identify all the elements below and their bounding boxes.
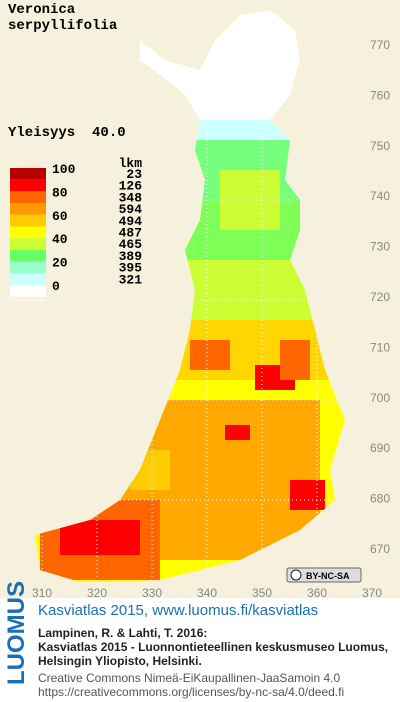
y-axis-label: 730 (370, 240, 390, 254)
y-axis-label: 760 (370, 88, 390, 102)
legend-swatch (10, 214, 46, 227)
legend-scale-label: 20 (52, 256, 68, 271)
grid (0, 0, 370, 585)
y-axis-label: 750 (370, 139, 390, 153)
footer: LUOMUS Kasviatlas 2015, www.luomus.fi/ka… (0, 581, 400, 702)
citation: Kasviatlas 2015 - Luonnontieteellinen ke… (38, 640, 389, 654)
legend-count: 23 (126, 167, 142, 182)
y-axis-label: 740 (370, 189, 390, 203)
legend-swatch (10, 168, 46, 180)
x-axis-label: 320 (87, 586, 107, 598)
legend-scale-label: 60 (52, 209, 68, 224)
x-axis-label: 360 (307, 586, 327, 598)
legend-count: 321 (119, 272, 143, 287)
map: Veronica serpyllifolia Yleisyys 40.0 100… (0, 0, 400, 598)
legend-count: 348 (119, 190, 143, 205)
license: Creative Commons Nimeä-EiKaupallinen-Jaa… (38, 671, 341, 685)
legend-swatch (10, 203, 46, 215)
citation: Lampinen, R. & Lahti, T. 2016: (38, 626, 208, 640)
license: https://creativecommons.org/licenses/by-… (38, 685, 345, 699)
cc-icon (290, 569, 302, 581)
legend-scale-label: 40 (52, 232, 68, 247)
x-axis-label: 370 (362, 586, 382, 598)
x-axis-label: 340 (197, 586, 217, 598)
legend-count: 465 (119, 237, 143, 252)
legend-swatch (10, 226, 46, 239)
y-axis-label: 720 (370, 290, 390, 304)
x-axis-label: 310 (32, 586, 52, 598)
legend-count: 395 (119, 261, 143, 276)
y-axis-label: 670 (370, 542, 390, 556)
legend-swatch (10, 285, 46, 297)
x-axis-label: 350 (252, 586, 272, 598)
species-line: serpyllifolia (8, 18, 118, 34)
legend-count: 126 (119, 179, 143, 194)
legend: 100 80 60 40 20 0 lkm2312634859449448746538939… (10, 156, 142, 297)
legend-swatch (10, 249, 46, 262)
logo: LUOMUS (3, 581, 30, 685)
legend-count: 594 (119, 202, 143, 217)
legend-count: 487 (119, 226, 142, 241)
y-axis-label: 710 (370, 340, 390, 354)
citation: Helsingin Yliopisto, Helsinki. (38, 654, 202, 668)
legend-scale-label: 80 (52, 185, 68, 200)
frequency: Yleisyys 40.0 (8, 125, 126, 141)
legend-count: 494 (119, 214, 143, 229)
y-axis-label: 700 (370, 391, 390, 405)
legend-swatch (10, 261, 46, 274)
legend-scale-label: 100 (52, 162, 76, 177)
y-axis-label: 770 (370, 38, 390, 52)
species-line: Veronica (8, 2, 76, 18)
heading: Kasviatlas 2015, www.luomus.fi/kasviatla… (38, 602, 319, 619)
axes: 310 320 330 340 350 360 370 670 680 690 700 710 720 7… (32, 38, 390, 598)
legend-swatch (10, 179, 46, 192)
y-axis-label: 690 (370, 441, 390, 455)
legend-count: 389 (119, 249, 143, 264)
legend-swatch (10, 273, 46, 285)
legend-swatch (10, 238, 46, 250)
y-axis-label: 680 (370, 492, 390, 506)
legend-swatch (10, 191, 46, 204)
legend-scale-label: 0 (52, 279, 60, 294)
x-axis-label: 330 (142, 586, 162, 598)
license-badge: BY-NC-SA (306, 571, 350, 581)
legend-count-header: lkm (119, 156, 143, 171)
license-badge-bg (286, 567, 362, 583)
